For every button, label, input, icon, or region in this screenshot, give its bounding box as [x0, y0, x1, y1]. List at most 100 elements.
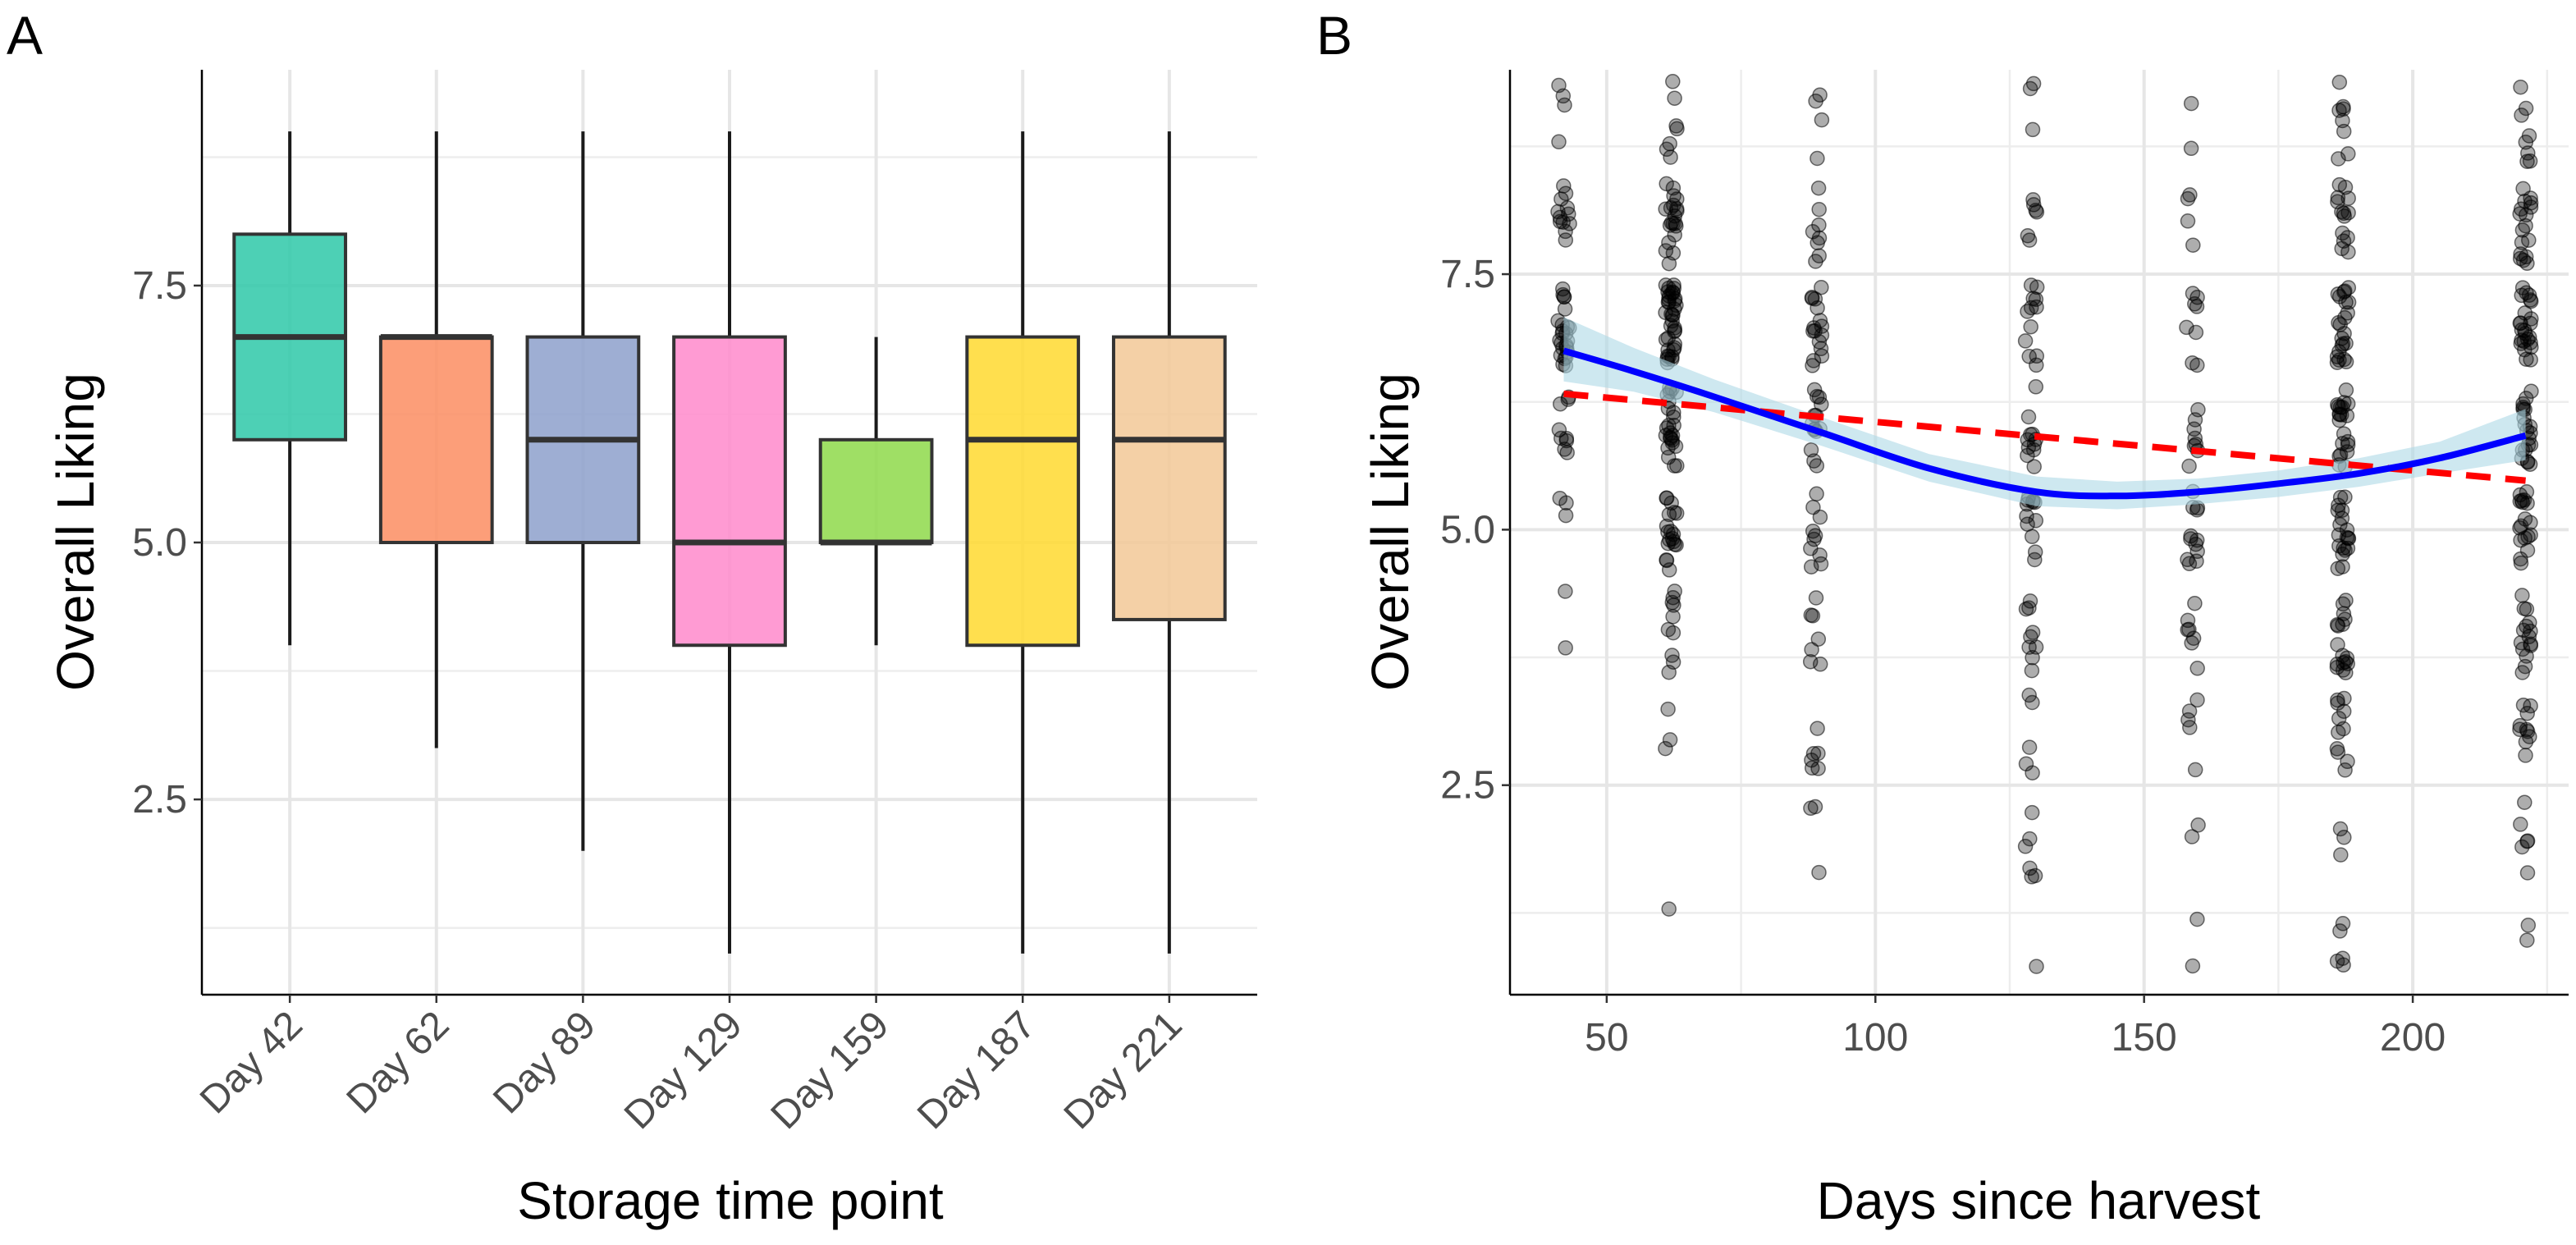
scatter-point	[2027, 552, 2043, 568]
scatter-point	[2019, 508, 2034, 524]
scatter-point	[2338, 593, 2354, 608]
scatter-point	[1551, 134, 1567, 150]
scatter-point	[2331, 151, 2346, 167]
scatter-point	[1802, 653, 1819, 670]
box-day-62	[378, 131, 494, 748]
scatter-point	[2512, 520, 2528, 536]
scatter-point	[2029, 959, 2044, 974]
scatter-point	[2519, 705, 2535, 721]
scatter-point	[2335, 547, 2350, 562]
scatter-point	[2523, 383, 2539, 399]
scatter-point	[2515, 252, 2532, 268]
scatter-point	[2517, 511, 2533, 527]
scatter-point	[2029, 348, 2045, 364]
box-body	[1111, 335, 1227, 621]
scatter-point	[1660, 342, 1676, 358]
scatter-point	[1665, 609, 1681, 625]
scatter-point	[2513, 817, 2528, 832]
scatter-point	[2028, 379, 2044, 395]
scatter-y-tick-label: 7.5	[1440, 253, 1495, 296]
boxplot-x-tick-label: Day 89	[485, 1003, 604, 1122]
scatter-point	[2185, 237, 2201, 253]
scatter-point	[2180, 213, 2196, 229]
scatter-point	[1808, 590, 1824, 606]
scatter-point	[1803, 559, 1819, 574]
scatter-point	[1810, 631, 1827, 647]
scatter-point	[2513, 555, 2529, 571]
scatter-point	[2329, 741, 2345, 757]
scatter-point	[2331, 711, 2347, 726]
box-day-159	[818, 336, 934, 646]
scatter-point	[1811, 217, 1827, 233]
scatter-point	[2340, 753, 2355, 770]
scatter-point	[2190, 817, 2206, 833]
scatter-point	[2520, 918, 2537, 933]
scatter-point	[2331, 725, 2346, 740]
scatter-point	[1805, 499, 1821, 515]
scatter-point	[2185, 958, 2201, 974]
scatter-point	[1555, 88, 1572, 104]
scatter-x-axis-title: Days since harvest	[1817, 1171, 2261, 1230]
scatter-point	[1662, 732, 1678, 748]
scatter-point	[1558, 232, 1574, 248]
scatter-point	[2182, 720, 2198, 735]
scatter-point	[2329, 616, 2345, 633]
scatter-point	[1808, 254, 1823, 269]
scatter-panel: 2.5 5.0 7.5 50 100 150 200 Days since harvest…	[1361, 70, 2569, 1230]
scatter-point	[2514, 280, 2531, 295]
scatter-point	[2518, 100, 2534, 117]
scatter-point	[2512, 315, 2528, 332]
scatter-x-tick-label: 50	[1585, 1016, 1628, 1060]
scatter-point	[2523, 352, 2538, 368]
scatter-point	[1805, 358, 1820, 373]
scatter-point	[2023, 318, 2038, 335]
linear-fit-line	[1563, 390, 2526, 484]
scatter-point	[2513, 532, 2528, 548]
scatter-point	[1665, 74, 1681, 89]
loess-confidence-band	[1563, 317, 2526, 510]
scatter-point	[2029, 299, 2044, 315]
scatter-point	[1804, 752, 1819, 768]
scatter-point	[1814, 279, 1829, 295]
scatter-axes	[1508, 70, 2569, 996]
scatter-point	[2182, 187, 2198, 203]
scatter-point	[1558, 430, 1575, 446]
scatter-point	[1658, 201, 1673, 217]
scatter-point	[1661, 901, 1677, 917]
scatter-point	[2338, 354, 2354, 370]
scatter-point	[2017, 333, 2034, 349]
scatter-point	[2514, 839, 2530, 855]
boxplot-x-tick-label: Day 187	[909, 1003, 1044, 1137]
scatter-point	[2514, 588, 2530, 603]
scatter-point	[2522, 153, 2538, 169]
loess-fit-line	[1563, 347, 2527, 500]
panel-b-letter: B	[1316, 5, 1352, 66]
box-day-221	[1111, 131, 1227, 954]
scatter-point	[2024, 529, 2040, 545]
scatter-point	[2180, 552, 2195, 568]
scatter-point	[2337, 489, 2353, 505]
scatter-point	[2330, 194, 2345, 210]
box-day-187	[965, 131, 1081, 954]
scatter-point	[2332, 317, 2348, 332]
scatter-point	[2332, 447, 2349, 463]
scatter-point	[2021, 739, 2038, 755]
scatter-point	[2021, 639, 2037, 655]
scatter-point	[2340, 280, 2357, 295]
scatter-point	[1807, 799, 1823, 815]
scatter-point	[1809, 486, 1824, 502]
scatter-point	[1558, 495, 1574, 511]
boxplot-boxes	[232, 131, 1227, 954]
scatter-point	[1665, 245, 1681, 261]
scatter-point	[2028, 513, 2044, 529]
scatter-point	[2187, 762, 2203, 778]
scatter-point	[2515, 697, 2532, 713]
scatter-point	[2331, 176, 2348, 193]
boxplot-x-axis-title: Storage time point	[517, 1171, 944, 1230]
scatter-point	[2024, 804, 2040, 821]
scatter-point	[1811, 201, 1827, 217]
scatter-point	[2020, 439, 2037, 455]
scatter-point	[2185, 355, 2200, 371]
boxplot-x-ticks: Day 42 Day 62 Day 89 Day 129 Day 159 Day 187 D…	[192, 995, 1191, 1137]
